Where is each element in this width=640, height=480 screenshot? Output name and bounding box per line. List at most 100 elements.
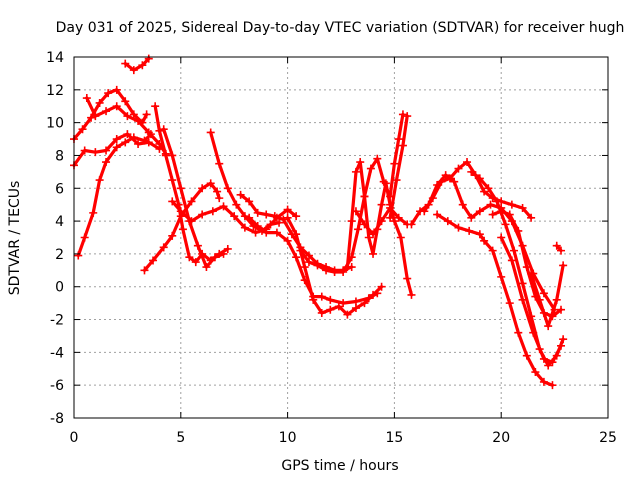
data-point: [347, 217, 356, 226]
data-point: [168, 151, 177, 160]
data-point: [486, 200, 495, 209]
data-point: [343, 310, 352, 319]
data-point: [437, 177, 446, 186]
data-point: [369, 290, 378, 299]
data-point: [159, 243, 168, 252]
data-point: [539, 354, 548, 363]
y-tick-label: 14: [46, 50, 64, 66]
data-point: [168, 176, 177, 185]
data-point: [522, 263, 531, 272]
data-point: [443, 217, 452, 226]
data-point: [80, 233, 89, 242]
data-point: [507, 256, 516, 265]
data-point: [112, 135, 121, 144]
data-point: [138, 61, 147, 70]
data-point: [420, 207, 429, 216]
y-tick-label: -6: [50, 378, 64, 394]
data-point: [266, 220, 275, 229]
data-point: [351, 167, 360, 176]
data-point: [488, 246, 497, 255]
data-point: [522, 351, 531, 360]
data-point: [407, 290, 416, 299]
data-point: [102, 107, 111, 116]
series-20: [433, 210, 557, 390]
data-point: [121, 97, 130, 106]
data-point: [292, 253, 301, 262]
y-tick-label: 8: [55, 148, 64, 164]
data-point: [497, 272, 506, 281]
data-point: [527, 213, 536, 222]
data-point: [193, 241, 202, 250]
data-point: [215, 159, 224, 168]
series-trace: [142, 181, 221, 272]
series-trace: [162, 127, 226, 269]
data-point: [240, 223, 249, 232]
data-point: [168, 197, 177, 206]
data-point: [210, 253, 219, 262]
series-5: [121, 54, 153, 75]
data-point: [326, 305, 335, 314]
data-series: [70, 54, 568, 390]
data-point: [89, 208, 98, 217]
series-trace: [286, 216, 384, 317]
data-point: [142, 110, 151, 119]
y-tick-label: -2: [50, 313, 64, 329]
data-point: [187, 197, 196, 206]
data-point: [390, 217, 399, 226]
data-point: [343, 263, 352, 272]
data-point: [548, 381, 557, 390]
data-point: [317, 292, 326, 301]
data-point: [121, 138, 130, 147]
data-point: [144, 54, 153, 63]
data-point: [552, 295, 561, 304]
data-point: [369, 249, 378, 258]
data-point: [253, 222, 262, 231]
y-tick-label: 6: [55, 181, 64, 197]
data-point: [91, 148, 100, 157]
data-point: [366, 164, 375, 173]
data-point: [497, 207, 506, 216]
data-point: [480, 236, 489, 245]
data-point: [501, 220, 510, 229]
data-point: [112, 85, 121, 94]
series-24: [527, 261, 568, 331]
data-point: [510, 246, 519, 255]
data-point: [134, 116, 143, 125]
data-point: [304, 258, 313, 267]
data-point: [557, 246, 566, 255]
data-point: [283, 236, 292, 245]
data-point: [236, 190, 245, 199]
series-17: [386, 112, 412, 222]
data-point: [433, 210, 442, 219]
data-point: [78, 125, 87, 134]
data-point: [559, 261, 568, 270]
series-trace: [298, 112, 405, 274]
data-point: [465, 226, 474, 235]
data-point: [317, 308, 326, 317]
data-point: [87, 113, 96, 122]
data-point: [80, 146, 89, 155]
data-point: [450, 177, 459, 186]
data-point: [270, 212, 279, 221]
data-point: [403, 274, 412, 283]
data-point: [102, 146, 111, 155]
data-point: [467, 167, 476, 176]
data-point: [232, 200, 241, 209]
data-point: [390, 159, 399, 168]
data-point: [428, 194, 437, 203]
data-point: [185, 253, 194, 262]
data-point: [403, 112, 412, 121]
data-point: [441, 171, 450, 180]
axis-ticks: 0 5 10 15 20 25 -8 -6 -4 -2 0 2 4 6 8 10 12 14: [46, 50, 617, 446]
data-point: [283, 205, 292, 214]
x-tick-label: 0: [70, 430, 79, 446]
data-point: [219, 202, 228, 211]
data-point: [394, 135, 403, 144]
data-point: [74, 251, 83, 260]
y-tick-label: 12: [46, 83, 64, 99]
data-point: [381, 179, 390, 188]
data-point: [339, 267, 348, 276]
y-tick-label: 10: [46, 116, 64, 132]
data-point: [407, 220, 416, 229]
